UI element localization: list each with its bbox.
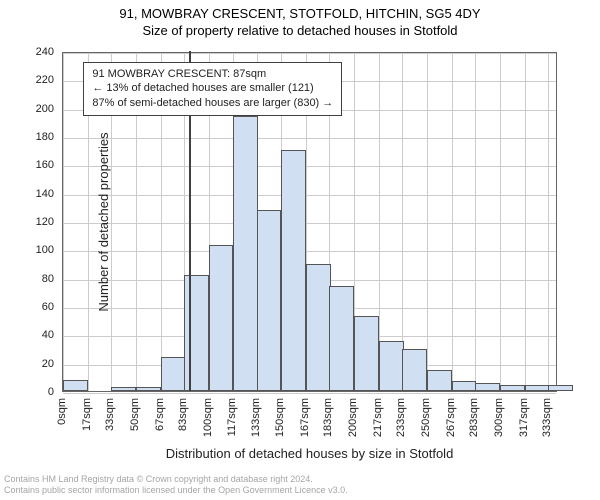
histogram-bar bbox=[500, 385, 525, 391]
y-tick-label: 40 bbox=[42, 329, 54, 341]
y-tick-label: 180 bbox=[36, 131, 54, 143]
x-tick-label: 67sqm bbox=[154, 398, 166, 431]
y-tick-label: 20 bbox=[42, 358, 54, 370]
histogram-bar bbox=[257, 210, 282, 391]
x-tick-label: 33sqm bbox=[104, 398, 116, 431]
annotation-line-1: 91 MOWBRAY CRESCENT: 87sqm bbox=[92, 67, 333, 82]
x-tick-label: 183sqm bbox=[322, 398, 334, 437]
y-tick-label: 0 bbox=[48, 386, 54, 398]
annotation-box: 91 MOWBRAY CRESCENT: 87sqm ← 13% of deta… bbox=[83, 62, 342, 117]
x-tick-label: 133sqm bbox=[250, 398, 262, 437]
footer-line-2: Contains public sector information licen… bbox=[4, 485, 348, 496]
annotation-line-3: 87% of semi-detached houses are larger (… bbox=[92, 96, 333, 111]
y-axis-label-wrap: Number of detached properties bbox=[14, 52, 30, 392]
histogram-bar bbox=[233, 116, 258, 391]
footer-attribution: Contains HM Land Registry data © Crown c… bbox=[4, 474, 348, 497]
x-tick-label: 333sqm bbox=[541, 398, 553, 437]
histogram-bar bbox=[402, 349, 427, 392]
histogram-bar bbox=[475, 383, 500, 392]
x-tick-label: 100sqm bbox=[202, 398, 214, 437]
histogram-bar bbox=[379, 341, 404, 391]
y-tick-label: 240 bbox=[36, 46, 54, 58]
chart-title: 91, MOWBRAY CRESCENT, STOTFOLD, HITCHIN,… bbox=[0, 0, 600, 21]
x-tick-label: 0sqm bbox=[56, 398, 68, 425]
annotation-line-2: ← 13% of detached houses are smaller (12… bbox=[92, 81, 333, 96]
histogram-bar bbox=[209, 245, 234, 391]
y-tick-label: 220 bbox=[36, 74, 54, 86]
x-tick-label: 200sqm bbox=[347, 398, 359, 437]
y-tick-label: 100 bbox=[36, 244, 54, 256]
x-tick-label: 317sqm bbox=[518, 398, 530, 437]
y-tick-label: 80 bbox=[42, 273, 54, 285]
histogram-bar bbox=[281, 150, 306, 391]
y-tick-label: 60 bbox=[42, 301, 54, 313]
y-tick-label: 160 bbox=[36, 159, 54, 171]
x-tick-label: 50sqm bbox=[129, 398, 141, 431]
y-tick-labels: 020406080100120140160180200220240 bbox=[0, 52, 60, 392]
x-tick-label: 167sqm bbox=[299, 398, 311, 437]
plot-area: 91 MOWBRAY CRESCENT: 87sqm ← 13% of deta… bbox=[62, 52, 557, 392]
footer-line-1: Contains HM Land Registry data © Crown c… bbox=[4, 474, 348, 485]
x-tick-label: 250sqm bbox=[420, 398, 432, 437]
x-tick-label: 83sqm bbox=[177, 398, 189, 431]
x-tick-label: 150sqm bbox=[274, 398, 286, 437]
x-tick-label: 283sqm bbox=[468, 398, 480, 437]
x-tick-label: 267sqm bbox=[445, 398, 457, 437]
histogram-bar bbox=[63, 380, 88, 391]
x-tick-label: 117sqm bbox=[226, 398, 238, 436]
x-axis-label: Distribution of detached houses by size … bbox=[62, 446, 557, 461]
x-tick-labels: 0sqm17sqm33sqm50sqm67sqm83sqm100sqm117sq… bbox=[62, 392, 557, 452]
histogram-bar bbox=[161, 357, 186, 391]
histogram-bar bbox=[354, 316, 379, 391]
y-tick-label: 200 bbox=[36, 103, 54, 115]
histogram-bar bbox=[136, 387, 161, 391]
chart-subtitle: Size of property relative to detached ho… bbox=[0, 21, 600, 38]
histogram-bar bbox=[525, 385, 550, 391]
histogram-bar bbox=[184, 275, 209, 391]
x-tick-label: 17sqm bbox=[81, 398, 93, 431]
histogram-bar bbox=[306, 264, 331, 392]
x-tick-label: 233sqm bbox=[395, 398, 407, 437]
histogram-bar bbox=[111, 387, 136, 391]
x-tick-label: 217sqm bbox=[372, 398, 384, 437]
histogram-bar bbox=[427, 370, 452, 391]
y-axis-label: Number of detached properties bbox=[96, 132, 111, 311]
histogram-bar bbox=[329, 286, 354, 391]
histogram-bar bbox=[548, 385, 573, 391]
y-tick-label: 140 bbox=[36, 188, 54, 200]
y-tick-label: 120 bbox=[36, 216, 54, 228]
histogram-bar bbox=[452, 381, 477, 391]
x-tick-label: 300sqm bbox=[493, 398, 505, 437]
